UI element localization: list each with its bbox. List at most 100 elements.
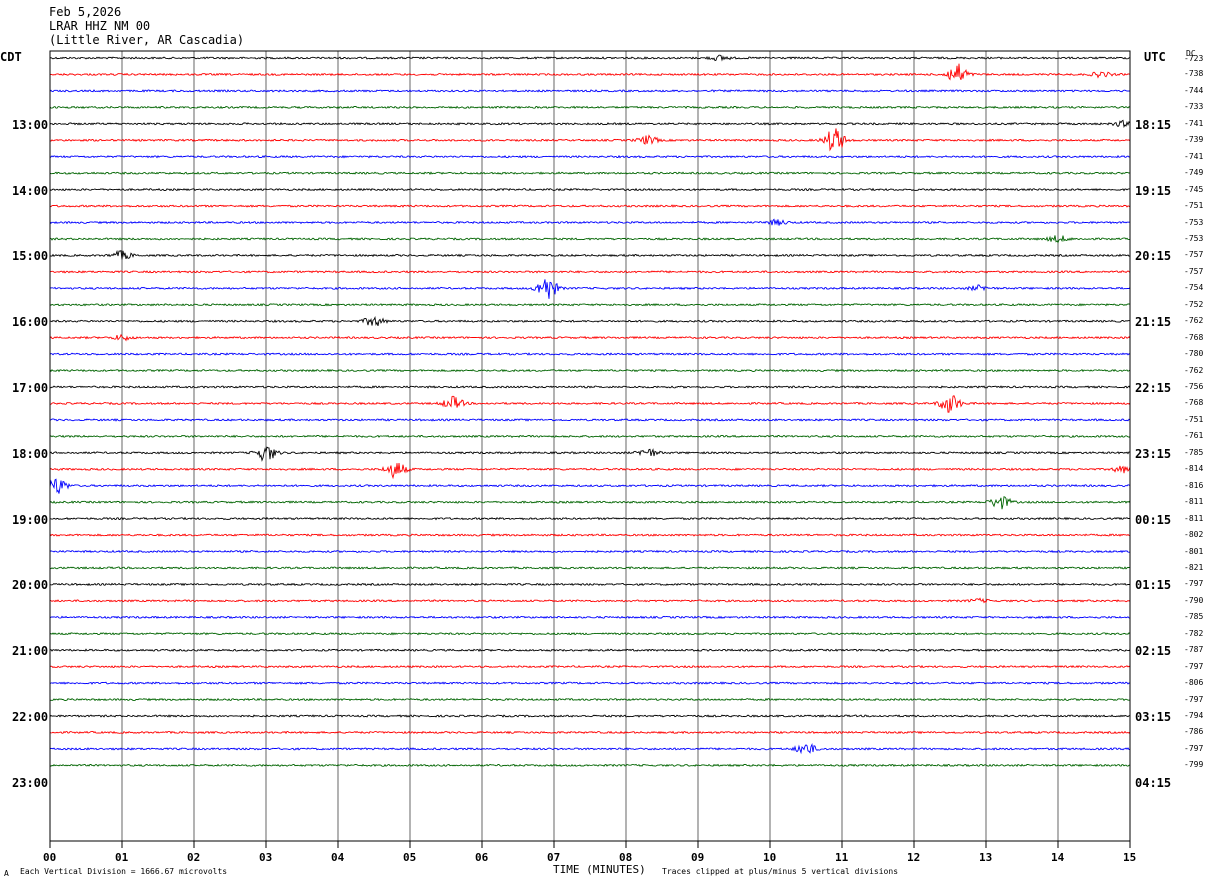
dc-offset-label: -723 [1184,54,1204,63]
seismic-trace-4 [49,119,1131,129]
dc-offset-label: -790 [1184,595,1204,605]
dc-offset-label: -814 [1184,464,1204,474]
seismic-trace-3 [49,105,1131,110]
dc-offset-label: -768 [1184,398,1204,408]
seismic-trace-22 [49,418,1131,422]
seismic-trace-34 [49,615,1131,620]
grid-lines [49,51,1131,848]
dc-offset-label: -751 [1184,201,1204,211]
seismic-trace-11 [49,235,1131,244]
right-hour-label: 18:15 [1135,117,1172,132]
left-hour-label: 22:00 [12,710,49,724]
clip-note: Traces clipped at plus/minus 5 vertical … [662,867,899,876]
left-zone-label: CDT [0,50,22,64]
seismic-trace-25 [49,463,1131,480]
left-hour-label: 21:00 [12,644,49,659]
seismic-trace-37 [49,664,1131,669]
seismic-trace-40 [49,714,1131,718]
dc-offset-label: -801 [1184,546,1204,556]
seismic-trace-26 [49,478,1131,494]
seismic-trace-8 [49,187,1130,192]
dc-offset-label: -816 [1184,480,1204,490]
seismic-trace-32 [49,582,1131,587]
dc-offset-label: -786 [1184,727,1204,737]
left-hour-label: 20:00 [12,578,49,593]
seismic-trace-29 [49,533,1131,537]
right-hour-label: 00:15 [1135,512,1172,527]
dc-offset-label: -761 [1184,431,1204,441]
dc-offset-label: -733 [1184,102,1204,112]
dc-offset-label: -751 [1184,414,1204,424]
seismic-trace-14 [49,279,1131,299]
left-hour-label: 17:00 [12,381,49,395]
x-axis-label: TIME (MINUTES) [553,863,646,876]
seismic-trace-35 [49,632,1131,636]
seismic-trace-7 [49,171,1131,175]
seismic-trace-21 [49,395,1131,413]
header-location: (Little River, AR Cascadia) [49,33,245,47]
dc-offset-label: -762 [1184,365,1204,375]
x-tick-label: 14 [1051,851,1065,864]
dc-offset-label: -806 [1184,678,1204,688]
seismic-trace-5 [49,128,1131,152]
dc-offset-label: -741 [1184,151,1204,161]
seismic-trace-18 [49,352,1131,356]
seismic-trace-1 [49,63,1131,81]
x-tick-label: 00 [43,851,57,864]
seismic-trace-10 [49,218,1131,226]
seismic-trace-13 [49,270,1131,274]
left-hour-label: 16:00 [12,315,49,330]
dc-offset-label: -753 [1184,217,1204,227]
plot-frame [49,50,1131,842]
dc-offset-label: -745 [1184,184,1204,194]
dc-offset-label: -739 [1184,135,1204,145]
seismic-trace-42 [49,742,1130,755]
header-date: Feb 5,2026 [49,5,122,19]
dc-offset-label: -780 [1184,349,1204,359]
x-tick-label: 08 [619,851,633,864]
right-hour-label: 02:15 [1135,644,1172,659]
dc-offset-label: -741 [1184,118,1204,128]
seismic-trace-41 [49,730,1131,735]
seismic-trace-38 [49,681,1131,685]
dc-offset-label: -794 [1184,711,1204,720]
dc-offset-label: -799 [1184,760,1204,770]
right-hour-label: 04:15 [1135,775,1172,790]
dc-offset-label: -744 [1184,85,1204,95]
right-hour-label: 03:15 [1135,710,1172,724]
left-hour-label: 19:00 [12,512,49,527]
dc-offset-label: -811 [1184,497,1204,507]
seismic-trace-0 [49,54,1131,62]
seismic-trace-33 [49,597,1131,604]
x-tick-label: 01 [115,851,129,864]
seismic-trace-39 [49,697,1131,702]
seismic-trace-30 [49,549,1131,554]
dc-offset-label: -787 [1184,645,1204,655]
seismic-trace-28 [50,516,1131,521]
seismic-trace-43 [49,763,1131,768]
dc-offset-label: -757 [1184,250,1204,260]
seismic-trace-2 [49,89,1131,93]
seismic-trace-15 [49,303,1131,307]
seismic-trace-6 [49,154,1131,159]
dc-label: DC [1186,49,1196,58]
seismic-trace-23 [49,434,1131,439]
dc-offset-label: -797 [1184,579,1204,589]
left-hour-label: 18:00 [12,446,49,461]
dc-offset-label: -753 [1184,233,1204,243]
dc-offset-label: -802 [1184,530,1204,540]
x-tick-label: 13 [979,851,993,864]
dc-offset-label: -811 [1184,513,1204,523]
right-hour-label: 21:15 [1135,315,1172,330]
x-tick-label: 03 [259,851,273,864]
seismic-traces [49,54,1131,768]
scale-note: Each Vertical Division = 1666.67 microvo… [20,867,228,876]
seismic-trace-9 [49,204,1131,208]
x-tick-label: 02 [187,851,201,864]
x-tick-label: 04 [331,851,345,864]
x-tick-label: 09 [691,851,705,864]
seismic-trace-31 [49,566,1130,570]
seismic-trace-16 [49,315,1131,327]
dc-offset-label: -738 [1184,69,1204,79]
right-hour-label: 01:15 [1135,578,1172,593]
